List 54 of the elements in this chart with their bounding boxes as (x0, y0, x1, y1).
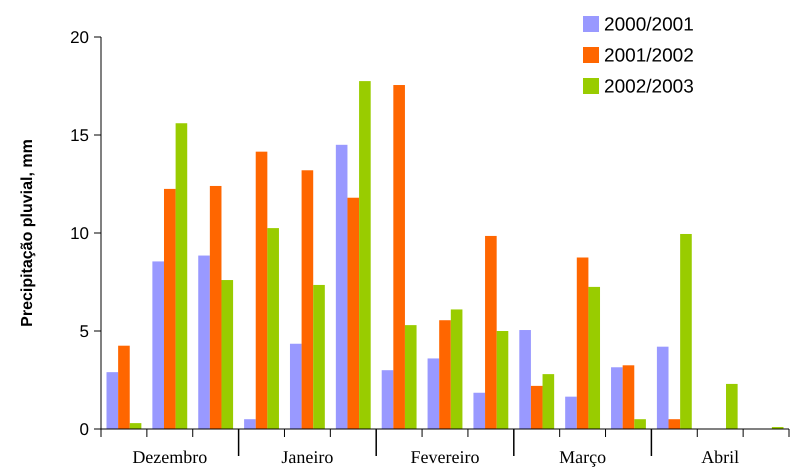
bar (565, 396, 577, 429)
bar (221, 280, 234, 429)
bar (359, 81, 371, 429)
bar (347, 198, 360, 429)
bar (439, 320, 451, 429)
bar (473, 392, 486, 429)
x-tick-label: Fevereiro (410, 447, 480, 467)
legend-label: 2001/2002 (604, 46, 694, 67)
x-tick-label: Janeiro (281, 447, 334, 467)
bar (496, 331, 508, 429)
bar (267, 228, 279, 429)
y-axis-title: Precipitação pluvial, mm (19, 139, 36, 327)
bar (530, 386, 543, 429)
bar (256, 152, 268, 429)
bar (313, 284, 325, 429)
y-tick-label: 10 (70, 224, 89, 243)
y-tick-label: 5 (80, 322, 89, 341)
bar (336, 144, 348, 429)
bar (198, 256, 210, 429)
y-tick-label: 15 (70, 126, 89, 145)
bar (164, 188, 176, 429)
bar (542, 374, 554, 429)
bar (302, 170, 314, 429)
bar (176, 123, 188, 429)
bar (152, 261, 164, 429)
bar (450, 309, 462, 429)
bar (244, 419, 256, 429)
bar (680, 234, 692, 429)
bar (656, 346, 669, 429)
bar (404, 325, 417, 429)
bar (382, 370, 394, 429)
bar (519, 330, 531, 429)
x-tick-label: Dezembro (132, 447, 208, 467)
bar (106, 372, 118, 429)
bar (485, 236, 497, 429)
bar (726, 384, 738, 429)
bar (588, 286, 600, 429)
bar (290, 344, 302, 429)
y-tick-label: 0 (80, 420, 89, 439)
bar (130, 423, 142, 429)
bar (668, 419, 680, 429)
bar (428, 358, 440, 429)
bar (611, 367, 623, 429)
bar (393, 85, 405, 429)
bar (118, 346, 130, 429)
bar (622, 365, 634, 429)
y-tick-label: 20 (70, 28, 89, 47)
bar (576, 258, 588, 429)
x-tick-label: Abril (701, 447, 740, 467)
legend-label: 2000/2001 (604, 14, 694, 36)
bar (634, 419, 646, 429)
legend-label: 2002/2003 (604, 76, 694, 98)
x-tick-label: Março (559, 447, 606, 467)
bar (210, 186, 222, 429)
